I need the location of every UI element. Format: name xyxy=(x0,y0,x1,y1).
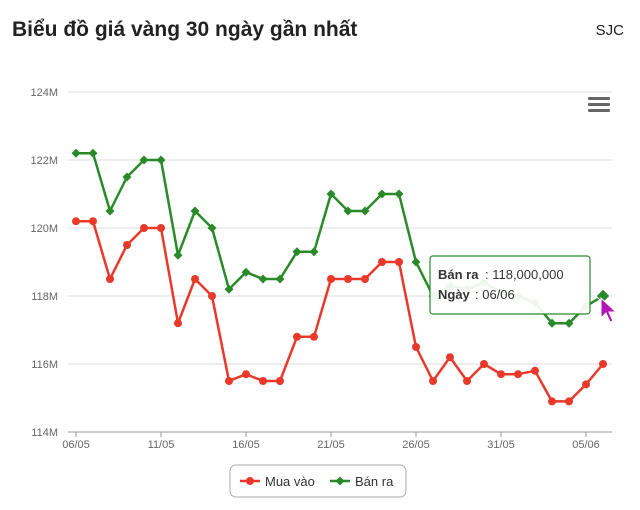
tooltip-date-value: : 06/06 xyxy=(475,287,515,302)
data-point-mua-vao xyxy=(191,275,199,283)
data-point-ban-ra xyxy=(139,155,149,165)
mouse-cursor-icon xyxy=(600,296,618,323)
data-point-mua-vao xyxy=(378,258,386,266)
data-point-ban-ra xyxy=(275,274,285,284)
y-tick-label: 114M xyxy=(31,427,58,439)
x-tick-label: 31/05 xyxy=(487,439,515,451)
data-point-mua-vao xyxy=(157,224,165,232)
data-point-ban-ra xyxy=(71,148,81,158)
brand-label: SJC xyxy=(595,22,624,39)
data-point-ban-ra xyxy=(394,189,404,199)
data-point-mua-vao xyxy=(225,377,233,385)
data-point-ban-ra xyxy=(122,172,132,182)
hamburger-menu-icon[interactable] xyxy=(588,97,610,115)
data-point-mua-vao xyxy=(310,332,318,341)
tooltip-series-value: : 118,000,000 xyxy=(485,267,564,282)
data-point-ban-ra xyxy=(224,284,234,294)
y-tick-label: 116M xyxy=(31,359,58,371)
data-point-mua-vao xyxy=(327,275,335,283)
data-point-mua-vao xyxy=(72,217,80,226)
data-point-ban-ra xyxy=(547,318,557,328)
legend-label-ban-ra: Bán ra xyxy=(355,474,394,489)
data-point-mua-vao xyxy=(599,360,607,368)
data-point-mua-vao xyxy=(208,292,216,300)
chart-header: Biểu đồ giá vàng 30 ngày gần nhất SJC xyxy=(0,0,640,60)
x-tick-label: 05/06 xyxy=(572,439,600,451)
data-point-mua-vao xyxy=(106,275,114,283)
data-point-ban-ra xyxy=(190,206,200,216)
y-tick-label: 118M xyxy=(31,291,58,303)
data-point-mua-vao xyxy=(548,397,556,406)
data-point-ban-ra xyxy=(258,274,268,284)
data-point-ban-ra xyxy=(207,223,217,233)
data-point-mua-vao xyxy=(497,370,505,379)
data-point-mua-vao xyxy=(582,380,590,389)
data-point-mua-vao xyxy=(480,360,488,368)
data-point-mua-vao xyxy=(446,353,454,362)
data-point-mua-vao xyxy=(276,377,284,385)
data-point-mua-vao xyxy=(140,224,148,232)
data-point-ban-ra xyxy=(292,247,302,257)
data-point-ban-ra xyxy=(564,318,574,328)
data-point-mua-vao xyxy=(89,217,97,226)
data-point-mua-vao xyxy=(293,332,301,341)
data-point-ban-ra xyxy=(343,206,353,216)
data-point-ban-ra xyxy=(156,155,166,165)
y-tick-label: 122M xyxy=(30,155,58,167)
data-point-ban-ra xyxy=(241,267,251,277)
x-tick-label: 21/05 xyxy=(317,439,345,451)
x-tick-label: 26/05 xyxy=(402,439,430,451)
data-point-ban-ra xyxy=(411,257,421,267)
data-point-mua-vao xyxy=(361,275,369,283)
x-tick-label: 11/05 xyxy=(148,439,175,451)
data-point-mua-vao xyxy=(565,397,573,406)
data-point-ban-ra xyxy=(377,189,387,199)
y-tick-label: 124M xyxy=(30,87,58,99)
y-tick-label: 120M xyxy=(30,223,58,235)
data-point-mua-vao xyxy=(514,370,522,379)
data-point-ban-ra xyxy=(360,206,370,216)
data-point-ban-ra xyxy=(326,189,336,199)
legend-marker-ban-ra xyxy=(335,476,345,486)
data-point-mua-vao xyxy=(259,377,267,385)
x-tick-label: 16/05 xyxy=(232,439,260,451)
data-point-mua-vao xyxy=(123,241,131,249)
page-title: Biểu đồ giá vàng 30 ngày gần nhất xyxy=(12,18,358,41)
data-point-ban-ra xyxy=(173,250,183,260)
x-tick-label: 06/05 xyxy=(62,439,90,451)
data-point-mua-vao xyxy=(412,343,420,351)
data-point-mua-vao xyxy=(395,258,403,266)
data-point-ban-ra xyxy=(105,206,115,216)
legend-marker-mua-vao xyxy=(246,477,254,485)
tooltip-date-label: Ngày xyxy=(438,287,471,302)
data-point-mua-vao xyxy=(242,370,250,379)
tooltip-box xyxy=(429,255,591,315)
legend-label-mua-vao: Mua vào xyxy=(265,474,315,489)
data-point-ban-ra xyxy=(88,148,98,158)
data-point-mua-vao xyxy=(429,377,437,385)
data-point-ban-ra xyxy=(309,247,319,257)
data-point-mua-vao xyxy=(463,377,471,385)
data-point-mua-vao xyxy=(174,319,182,328)
data-point-mua-vao xyxy=(531,366,539,375)
tooltip-series-label: Bán ra xyxy=(438,267,479,282)
legend-box xyxy=(229,464,407,498)
data-point-mua-vao xyxy=(344,275,352,283)
